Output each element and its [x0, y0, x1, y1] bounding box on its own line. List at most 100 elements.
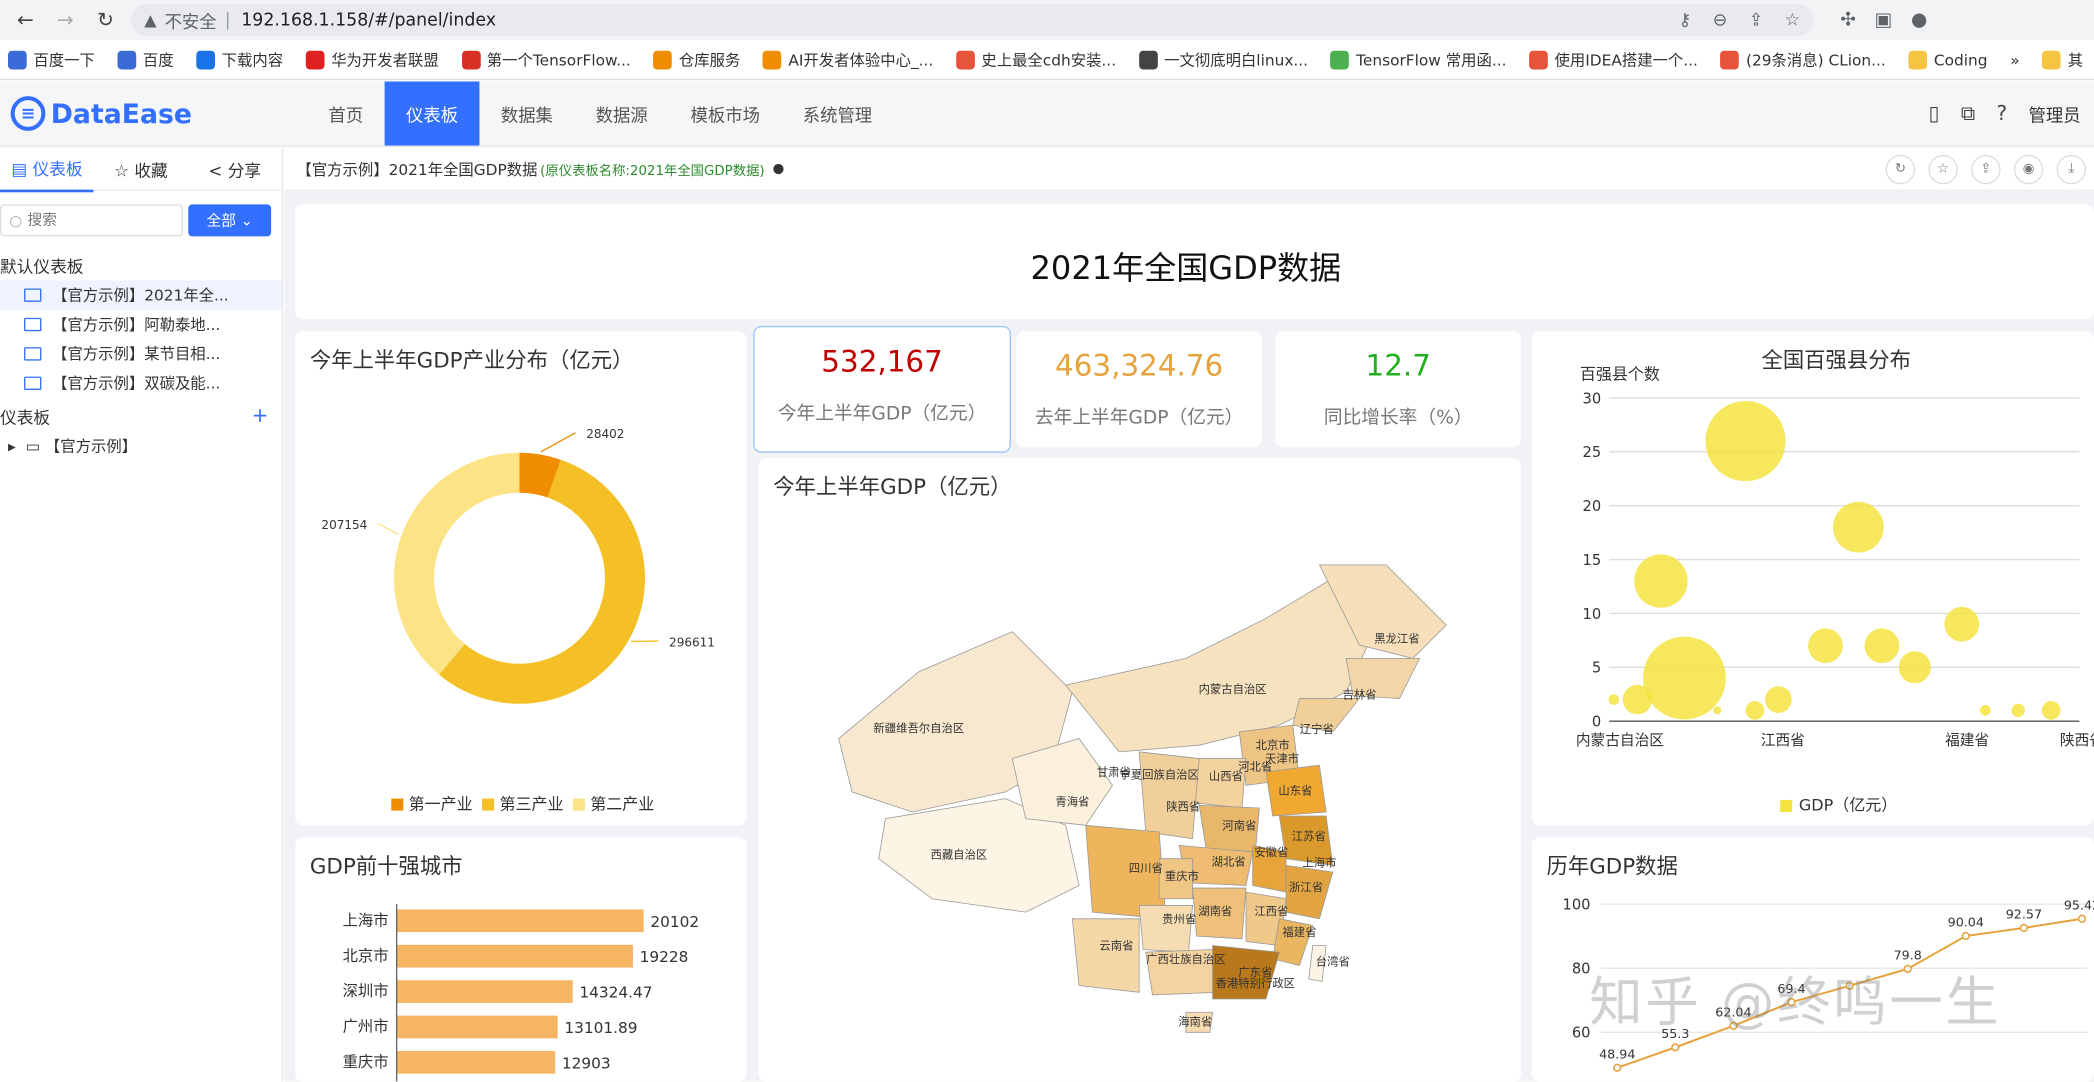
bookmark-item[interactable]: 百度一下 [8, 49, 95, 70]
star-icon[interactable]: ☆ [1928, 154, 1958, 184]
logo[interactable]: ≡ DataEase [0, 81, 286, 145]
tab-dashboard[interactable]: ▤ 仪表板 [0, 146, 94, 193]
reload-icon[interactable]: ↻ [97, 8, 114, 33]
notification-icon[interactable]: ▯ [1928, 101, 1940, 126]
map-region-label: 云南省 [1099, 939, 1133, 953]
download-icon[interactable]: ⤓ [2056, 154, 2086, 184]
tab-share[interactable]: < 分享 [208, 160, 262, 181]
bookmark-item[interactable]: (29条消息) CLion... [1720, 49, 1886, 70]
filter-dropdown[interactable]: 全部 ⌄ [188, 204, 272, 237]
bubble-point[interactable] [2041, 701, 2061, 720]
bubble-point[interactable] [1608, 694, 1620, 705]
nav-system-management[interactable]: 系统管理 [802, 106, 873, 127]
bubble-legend-swatch [1780, 799, 1793, 812]
bubble-point[interactable] [1864, 628, 1900, 664]
tree-folder[interactable]: ▸ ▭ 【官方示例】 [8, 436, 138, 456]
bookmark-item[interactable]: 其 [2042, 49, 2083, 70]
map-region-label: 青海省 [1055, 794, 1089, 808]
bar-rect[interactable] [396, 1051, 556, 1074]
bookmark-item[interactable]: Coding [1908, 50, 1988, 69]
tree-item-program[interactable]: 【官方示例】某节目相... [0, 339, 282, 368]
url-omnibox[interactable]: ▲ 不安全 | 192.168.1.158/#/panel/index ⚷ ⊖ … [130, 4, 1814, 37]
tree-item-carbon[interactable]: 【官方示例】双碳及能... [0, 369, 282, 398]
search-input[interactable] [27, 212, 148, 229]
history-point[interactable] [1729, 1021, 1738, 1030]
zoom-icon[interactable]: ⊖ [1712, 10, 1728, 31]
info-icon[interactable]: ● [772, 161, 785, 177]
history-point[interactable] [2077, 914, 2087, 923]
forward-icon[interactable]: → [57, 8, 74, 33]
bookmark-item[interactable]: TensorFlow 常用函... [1330, 49, 1506, 70]
history-point[interactable] [1845, 981, 1854, 990]
donut-slice-2[interactable] [393, 452, 520, 675]
bookmark-item[interactable]: 下载内容 [196, 49, 283, 70]
bubble-point[interactable] [1808, 628, 1843, 664]
tree-item-gdp[interactable]: 【官方示例】2021年全... [0, 280, 282, 310]
back-icon[interactable]: ← [16, 8, 34, 33]
nav-datasource[interactable]: 数据源 [595, 106, 648, 127]
bubble-point[interactable] [1622, 684, 1653, 715]
nav-home[interactable]: 首页 [328, 106, 364, 127]
donut-slice-1[interactable] [439, 459, 646, 704]
bookmark-icon [2042, 50, 2062, 69]
nav-template-market[interactable]: 模板市场 [690, 106, 760, 127]
bubble-point[interactable] [1634, 554, 1688, 608]
history-point[interactable] [2019, 923, 2029, 933]
bookmark-item[interactable]: 华为开发者联盟 [305, 49, 439, 70]
bookmark-item[interactable]: » [2010, 50, 2020, 69]
bubble-point[interactable] [1705, 400, 1786, 482]
refresh-icon[interactable]: ↻ [1885, 154, 1916, 184]
bar-rect[interactable] [396, 1015, 558, 1039]
preview-icon[interactable]: ◉ [2013, 154, 2044, 184]
donut-slice-0[interactable] [519, 452, 561, 498]
key-icon[interactable]: ⚷ [1678, 10, 1692, 31]
bookmark-item[interactable]: 使用IDEA搭建一个... [1529, 49, 1698, 70]
history-point[interactable] [1903, 964, 1912, 973]
nav-dashboard[interactable]: 仪表板 [384, 81, 480, 146]
share-icon[interactable]: ⇪ [1748, 10, 1764, 31]
user-menu[interactable]: 管理员 [2028, 106, 2081, 127]
data-sync-icon[interactable]: ⧉ [1960, 101, 1976, 126]
region-hunan [1192, 887, 1247, 940]
bookmark-item[interactable]: 第一个TensorFlow... [461, 49, 631, 70]
add-icon[interactable]: + [251, 403, 269, 428]
bookmark-item[interactable]: AI开发者体验中心_... [763, 49, 933, 70]
history-point[interactable] [1671, 1043, 1680, 1052]
bookmark-item[interactable]: 百度 [117, 49, 174, 70]
bar-rect[interactable] [396, 980, 573, 1003]
search-box[interactable]: ○ [0, 204, 183, 237]
map-region-label: 广西壮族自治区 [1146, 952, 1225, 966]
history-point[interactable] [1961, 931, 1970, 941]
bubble-point[interactable] [2011, 703, 2025, 718]
bubble-point[interactable] [1832, 501, 1884, 553]
bubble-point[interactable] [1979, 705, 1991, 716]
bubble-point[interactable] [1898, 651, 1931, 684]
bar-rect[interactable] [396, 944, 633, 968]
tab-favorites[interactable]: ☆ 收藏 [114, 160, 168, 181]
extensions-icon[interactable]: ✣ [1840, 9, 1856, 31]
tree-item-altay[interactable]: 【官方示例】阿勒泰地... [0, 310, 282, 339]
bar-rect[interactable] [396, 909, 644, 933]
bubble-point[interactable] [1745, 701, 1765, 720]
bookmark-item[interactable]: 史上最全cdh安装... [955, 49, 1116, 70]
bubble-point[interactable] [1643, 636, 1726, 720]
bubble-point[interactable] [1713, 706, 1722, 715]
nav-dataset[interactable]: 数据集 [500, 106, 553, 127]
map-region-label: 宁夏回族自治区 [1119, 768, 1198, 782]
bubble-point[interactable] [1765, 686, 1792, 713]
history-point[interactable] [1613, 1063, 1622, 1072]
sidebar: ▤ 仪表板 ☆ 收藏 < 分享 ○ 全部 ⌄ 默认仪表板 【官方示例】2021年… [0, 146, 284, 1082]
profile-icon[interactable]: ● [1911, 9, 1928, 31]
share-icon[interactable]: ⇪ [1971, 154, 2001, 184]
bubble-y-tick: 30 [1583, 390, 1602, 407]
sidepanel-icon[interactable]: ▣ [1874, 9, 1893, 31]
help-icon[interactable]: ? [1996, 101, 2008, 126]
region-inner-mongolia [1064, 577, 1387, 753]
bookmark-item[interactable]: 仓库服务 [653, 49, 740, 70]
history-point[interactable] [1787, 998, 1796, 1007]
bubble-point[interactable] [1944, 606, 1980, 642]
star-icon[interactable]: ☆ [1784, 10, 1801, 31]
bookmark-item[interactable]: 一文彻底明白linux... [1138, 49, 1308, 70]
history-point-label: 48.94 [1599, 1046, 1635, 1061]
